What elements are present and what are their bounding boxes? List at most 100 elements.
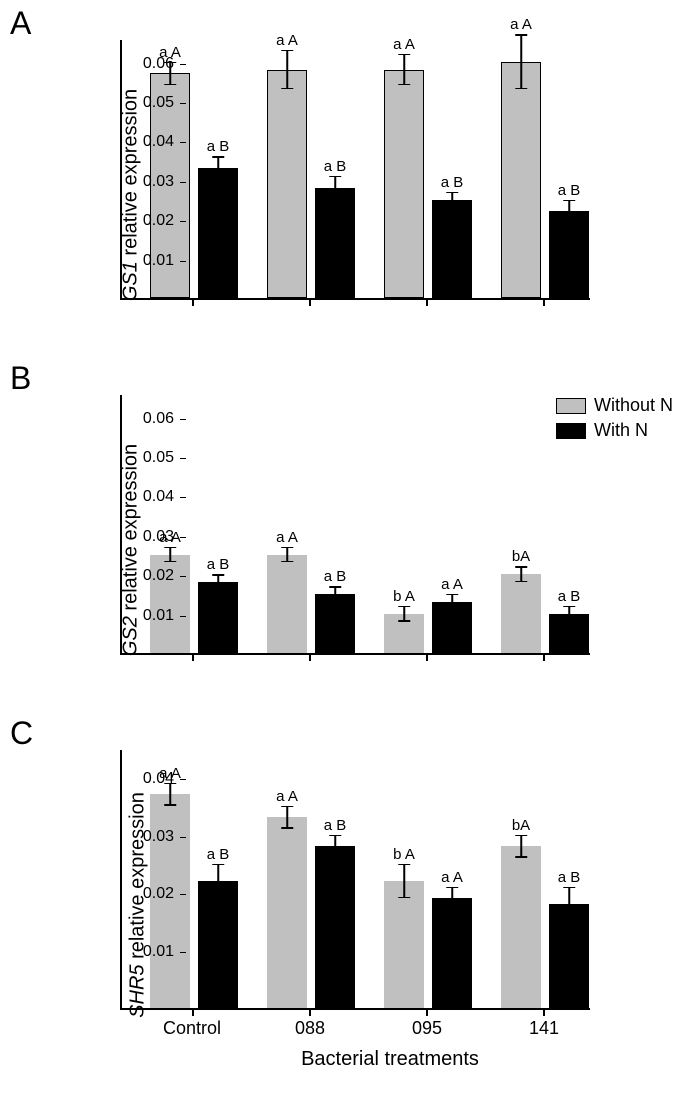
significance-label: bA: [512, 817, 530, 834]
ytick-label: 0.04: [143, 133, 174, 151]
error-bar: [520, 566, 522, 582]
ytick-label: 0.02: [143, 885, 174, 903]
significance-label: a A: [441, 869, 463, 886]
plot-area-c: a Aa Ba Aa Bb Aa AbAa B: [120, 750, 590, 1010]
xtick-label: 088: [295, 1018, 325, 1039]
bar-without-n: [501, 62, 541, 298]
xtick: [309, 1010, 311, 1016]
bar-with-n: [198, 881, 238, 1008]
error-bar: [217, 574, 219, 590]
chart-panel-c: a Aa Ba Aa Bb Aa AbAa B SHR5 relative ex…: [120, 750, 660, 1060]
significance-label: a B: [558, 182, 581, 199]
significance-label: a B: [324, 568, 347, 585]
ytick: [180, 458, 186, 459]
significance-label: b A: [393, 588, 415, 605]
error-bar: [568, 887, 570, 922]
error-bar: [451, 594, 453, 610]
ytick: [180, 182, 186, 183]
chart-panel-a: a Aa Ba Aa Ba Aa Ba Aa B GS1 relative ex…: [120, 40, 660, 350]
significance-label: a A: [441, 576, 463, 593]
significance-label: a B: [324, 817, 347, 834]
ytick-label: 0.04: [143, 770, 174, 788]
error-bar: [403, 54, 405, 86]
ylabel-a: GS1 relative expression: [120, 89, 143, 301]
xtick: [543, 300, 545, 306]
ytick: [180, 221, 186, 222]
bar-without-n: [384, 881, 424, 1008]
ytick: [180, 419, 186, 420]
ytick: [180, 779, 186, 780]
significance-label: a B: [558, 869, 581, 886]
ytick-label: 0.01: [143, 607, 174, 625]
xtick: [426, 1010, 428, 1016]
xtick: [192, 300, 194, 306]
ytick-label: 0.01: [143, 943, 174, 961]
error-bar: [451, 192, 453, 208]
bar-with-n: [315, 188, 355, 298]
plot-area-b: a Aa Ba Aa Bb Aa AbAa B: [120, 395, 590, 655]
panel-label-c: C: [10, 715, 33, 752]
xlabel: Bacterial treatments: [301, 1048, 479, 1071]
panel-label-b: B: [10, 360, 31, 397]
error-bar: [286, 50, 288, 89]
bar-with-n: [549, 211, 589, 298]
xtick: [426, 655, 428, 661]
error-bar: [217, 864, 219, 899]
significance-label: a B: [441, 174, 464, 191]
bar-without-n: [267, 555, 307, 653]
significance-label: a A: [393, 36, 415, 53]
error-bar: [217, 156, 219, 180]
ytick-label: 0.05: [143, 449, 174, 467]
plot-area-a: a Aa Ba Aa Ba Aa Ba Aa B: [120, 40, 590, 300]
ytick-label: 0.05: [143, 94, 174, 112]
bar-without-n: [267, 70, 307, 298]
figure-root: A B C a Aa Ba Aa Ba Aa Ba Aa B GS1 relat…: [0, 0, 692, 1115]
ytick-label: 0.06: [143, 55, 174, 73]
gene-name-c: SHR5: [126, 964, 148, 1017]
ytick: [180, 837, 186, 838]
ytick-label: 0.06: [143, 410, 174, 428]
ytick-label: 0.02: [143, 212, 174, 230]
bar-with-n: [315, 594, 355, 653]
error-bar: [403, 864, 405, 899]
significance-label: a A: [276, 788, 298, 805]
significance-label: a B: [207, 138, 230, 155]
bar-with-n: [315, 846, 355, 1008]
significance-label: a A: [276, 529, 298, 546]
ytick-label: 0.02: [143, 567, 174, 585]
xtick-label: Control: [163, 1018, 221, 1039]
bar-with-n: [198, 582, 238, 653]
bar-with-n: [432, 898, 472, 1008]
ylabel-suffix-c: relative expression: [126, 792, 148, 964]
bar-without-n: [267, 817, 307, 1008]
significance-label: a B: [207, 846, 230, 863]
xtick: [192, 1010, 194, 1016]
xtick: [309, 655, 311, 661]
ylabel-suffix-a: relative expression: [120, 89, 142, 261]
ytick-label: 0.03: [143, 173, 174, 191]
xtick: [192, 655, 194, 661]
error-bar: [520, 835, 522, 858]
ytick: [180, 894, 186, 895]
ytick: [180, 261, 186, 262]
error-bar: [286, 547, 288, 563]
bar-without-n: [501, 846, 541, 1008]
error-bar: [169, 547, 171, 563]
bar-with-n: [432, 200, 472, 298]
error-bar: [403, 606, 405, 622]
ytick: [180, 616, 186, 617]
ytick-label: 0.01: [143, 252, 174, 270]
bar-without-n: [501, 574, 541, 653]
error-bar: [568, 200, 570, 224]
significance-label: b A: [393, 846, 415, 863]
xtick: [543, 655, 545, 661]
error-bar: [520, 34, 522, 89]
chart-panel-b: a Aa Ba Aa Bb Aa AbAa B GS2 relative exp…: [120, 395, 660, 705]
gene-name-a: GS1: [120, 261, 142, 301]
ytick-label: 0.03: [143, 528, 174, 546]
xtick: [543, 1010, 545, 1016]
error-bar: [286, 806, 288, 829]
gene-name-b: GS2: [120, 616, 142, 656]
xtick-label: 095: [412, 1018, 442, 1039]
ylabel-suffix-b: relative expression: [120, 444, 142, 616]
